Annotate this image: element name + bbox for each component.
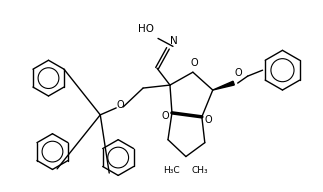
Text: N: N — [170, 36, 178, 46]
Text: H₃C: H₃C — [163, 166, 180, 175]
Text: O: O — [190, 58, 198, 68]
Polygon shape — [213, 81, 234, 90]
Text: CH₃: CH₃ — [192, 166, 208, 175]
Text: HO: HO — [138, 24, 154, 34]
Text: O: O — [116, 100, 124, 110]
Text: O: O — [235, 68, 242, 78]
Text: O: O — [162, 111, 169, 121]
Text: O: O — [205, 115, 213, 125]
